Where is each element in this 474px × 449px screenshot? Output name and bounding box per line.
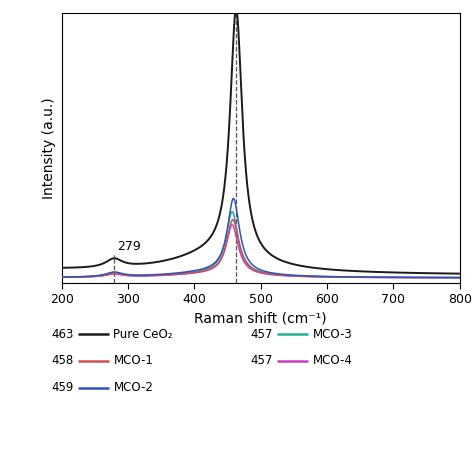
- Text: 458: 458: [51, 355, 73, 367]
- Text: 463: 463: [51, 328, 73, 340]
- Text: 279: 279: [117, 240, 140, 253]
- Text: MCO-2: MCO-2: [113, 382, 153, 394]
- X-axis label: Raman shift (cm⁻¹): Raman shift (cm⁻¹): [194, 312, 327, 326]
- Text: 457: 457: [250, 355, 273, 367]
- Text: 457: 457: [250, 328, 273, 340]
- Y-axis label: Intensity (a.u.): Intensity (a.u.): [42, 97, 56, 199]
- Text: MCO-4: MCO-4: [312, 355, 352, 367]
- Text: Pure CeO₂: Pure CeO₂: [113, 328, 173, 340]
- Text: 459: 459: [51, 382, 73, 394]
- Text: MCO-3: MCO-3: [312, 328, 352, 340]
- Text: MCO-1: MCO-1: [113, 355, 153, 367]
